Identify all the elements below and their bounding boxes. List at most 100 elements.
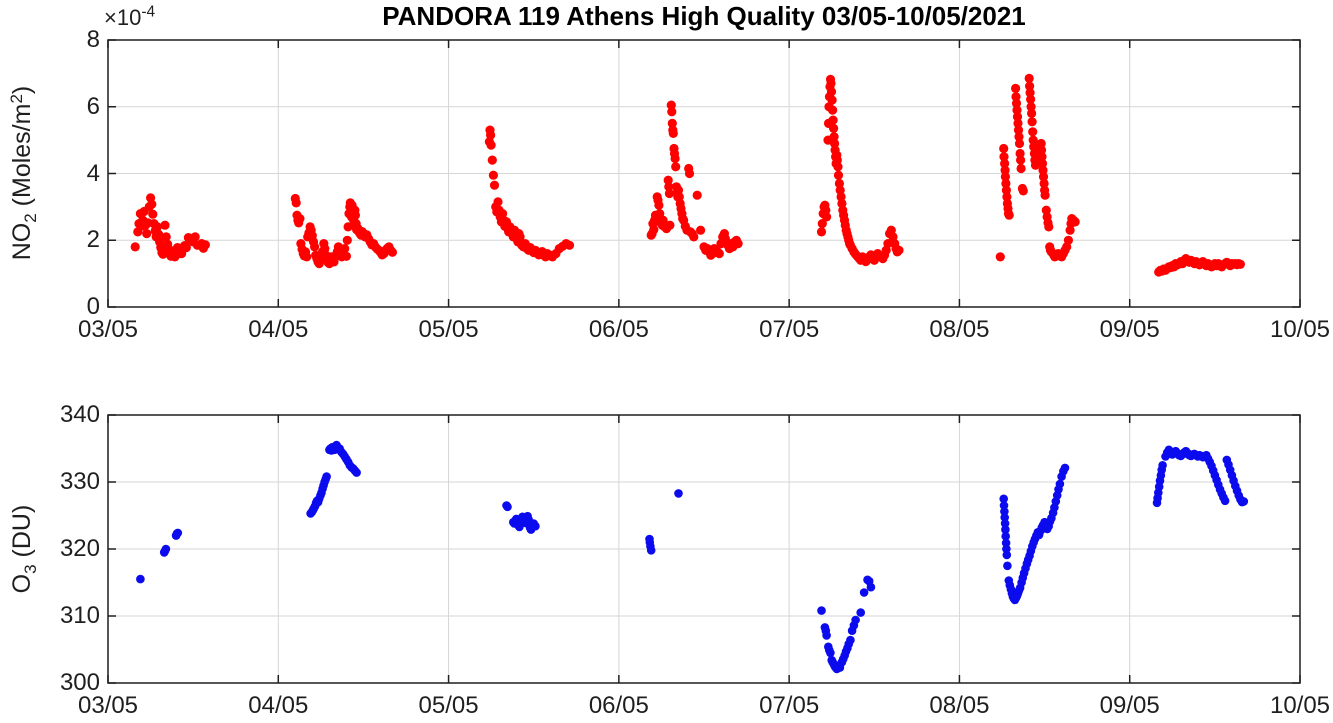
x-tick-label: 07/05 [759,316,820,343]
data-point [310,242,320,252]
data-point [654,200,664,210]
x-tick-label: 04/05 [248,316,309,343]
o3-data-points [136,440,1249,674]
data-point [1070,217,1080,227]
data-point [1029,142,1039,152]
data-point [689,232,699,242]
data-point [342,235,352,245]
data-point [486,140,496,150]
data-point [564,240,575,250]
data-point [826,648,835,658]
data-point [714,249,724,259]
data-point [1060,463,1070,473]
x-tick-label: 06/05 [588,316,649,343]
data-point [1011,92,1021,102]
data-point [1000,158,1010,169]
data-point [1063,235,1073,245]
data-point [200,240,210,250]
data-point [302,252,312,262]
data-point [829,123,839,133]
data-point [846,635,855,645]
o3-plot [107,414,1301,684]
data-point [1239,497,1249,506]
data-point [322,472,331,481]
data-point [142,229,152,239]
data-point [671,162,681,172]
data-point [995,252,1005,262]
x-tick-label: 09/05 [1099,316,1160,343]
data-point [1011,83,1021,93]
data-point [673,185,684,195]
data-point [130,242,140,252]
data-point [827,95,837,105]
y-tick-label: 2 [86,226,100,254]
x-tick-label: 08/05 [929,692,990,719]
y-tick-label: 320 [59,535,100,562]
x-tick-label: 03/05 [77,692,139,719]
data-point [148,209,158,219]
data-point [1235,259,1245,269]
data-point [1028,127,1038,137]
data-point [1055,479,1065,489]
data-point [1037,152,1047,162]
data-point [1026,94,1036,104]
chart-title: PANDORA 119 Athens High Quality 03/05-10… [382,1,1026,31]
data-point [1220,496,1230,506]
x-tick-label: 09/05 [1099,692,1160,719]
data-point [1027,108,1037,118]
data-point [1036,145,1047,155]
data-point [1030,160,1041,170]
data-point [830,138,840,149]
data-point [668,128,678,138]
data-point [663,175,673,185]
y-tick-label: 6 [86,92,100,120]
data-point [1039,178,1049,189]
x-tick-label: 04/05 [248,692,309,719]
data-point [1027,117,1037,127]
data-point [1158,461,1167,470]
data-point [161,544,171,554]
data-point [851,615,860,625]
data-point [1001,525,1010,534]
data-point [161,232,171,242]
x-tick-label: 08/05 [929,316,990,343]
data-point [1002,550,1012,560]
data-point [1002,192,1012,202]
data-point [1026,102,1036,112]
data-point [816,227,827,237]
data-point [859,588,869,597]
data-point [666,100,676,110]
data-point [136,574,145,584]
data-point [493,197,503,207]
data-point [828,115,838,125]
data-point [1038,172,1049,182]
data-point [1025,81,1035,91]
data-point [674,489,683,498]
data-point [646,546,656,555]
data-point [822,212,832,222]
data-point [829,132,839,142]
data-point [1000,519,1010,528]
y-tick-label: 0 [86,293,100,320]
data-point [684,168,695,179]
y-tick-label: 4 [86,159,100,187]
y-tick-label: 8 [86,26,100,53]
data-point [154,229,164,239]
data-point [1013,125,1024,135]
data-point [1012,112,1023,122]
y-tick-label: 300 [59,669,100,696]
x-tick-label: 06/05 [588,692,649,719]
data-point [1003,561,1012,571]
data-point [1001,178,1011,189]
data-point [667,107,677,117]
data-point [1036,138,1046,149]
data-point [1024,73,1034,83]
data-point [817,606,826,615]
data-point [352,468,361,477]
data-point [826,87,837,97]
data-point [1013,118,1023,128]
data-point [1014,132,1024,142]
data-point [515,232,525,242]
